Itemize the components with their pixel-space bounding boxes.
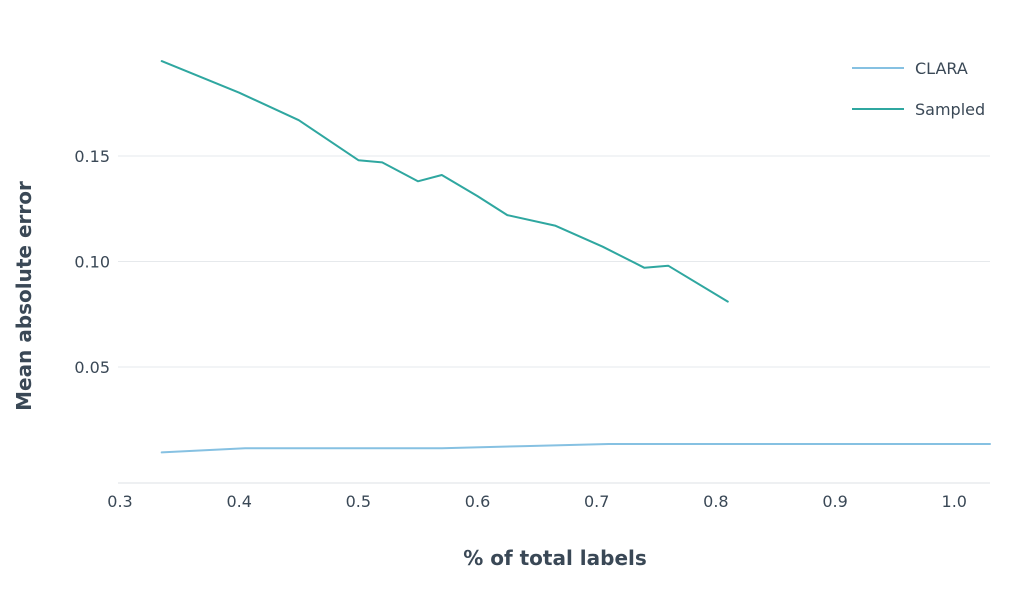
x-tick-label: 0.6	[465, 492, 490, 511]
x-tick-label: 0.7	[584, 492, 609, 511]
x-tick-label: 0.5	[346, 492, 371, 511]
y-axis-title: Mean absolute error	[12, 181, 36, 411]
x-axis-ticks: 0.3 0.4 0.5 0.6 0.7 0.8 0.9 1.0	[107, 492, 967, 511]
series-line-clara	[160, 443, 991, 454]
legend: CLARA Sampled	[852, 59, 985, 119]
x-tick-label: 0.8	[703, 492, 728, 511]
x-tick-label: 0.3	[107, 492, 132, 511]
legend-label-clara: CLARA	[915, 59, 968, 78]
y-tick-label: 0.05	[74, 358, 110, 377]
x-tick-label: 0.4	[226, 492, 251, 511]
x-tick-label: 1.0	[942, 492, 967, 511]
series-line-sampled	[160, 60, 729, 303]
x-axis-title: % of total labels	[463, 546, 647, 570]
y-axis-ticks: 0.05 0.10 0.15	[74, 147, 110, 377]
series-layer	[160, 60, 991, 454]
x-tick-label: 0.9	[822, 492, 847, 511]
legend-label-sampled: Sampled	[915, 100, 985, 119]
y-tick-label: 0.10	[74, 253, 110, 272]
y-tick-label: 0.15	[74, 147, 110, 166]
gridlines	[118, 155, 990, 484]
